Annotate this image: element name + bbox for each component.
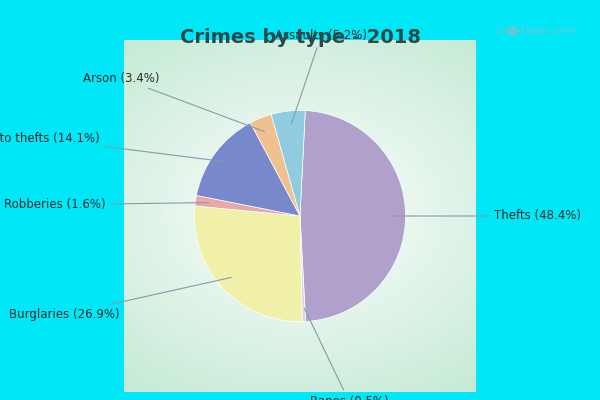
Wedge shape (300, 216, 305, 322)
Wedge shape (271, 110, 305, 216)
Text: Rapes (0.5%): Rapes (0.5%) (304, 308, 389, 400)
Text: Arson (3.4%): Arson (3.4%) (83, 72, 265, 132)
Text: ●: ● (508, 23, 518, 36)
Text: Crimes by type - 2018: Crimes by type - 2018 (179, 28, 421, 47)
Wedge shape (195, 196, 300, 216)
Wedge shape (300, 110, 406, 322)
Wedge shape (194, 206, 302, 322)
Text: Auto thefts (14.1%): Auto thefts (14.1%) (0, 132, 226, 162)
Text: Assaults (5.2%): Assaults (5.2%) (275, 29, 367, 124)
Text: Thefts (48.4%): Thefts (48.4%) (392, 210, 581, 222)
Wedge shape (250, 114, 300, 216)
Text: Burglaries (26.9%): Burglaries (26.9%) (9, 278, 231, 321)
Text: Robberies (1.6%): Robberies (1.6%) (4, 198, 208, 211)
Text: City-Data.com: City-Data.com (495, 26, 575, 36)
Wedge shape (196, 123, 300, 216)
